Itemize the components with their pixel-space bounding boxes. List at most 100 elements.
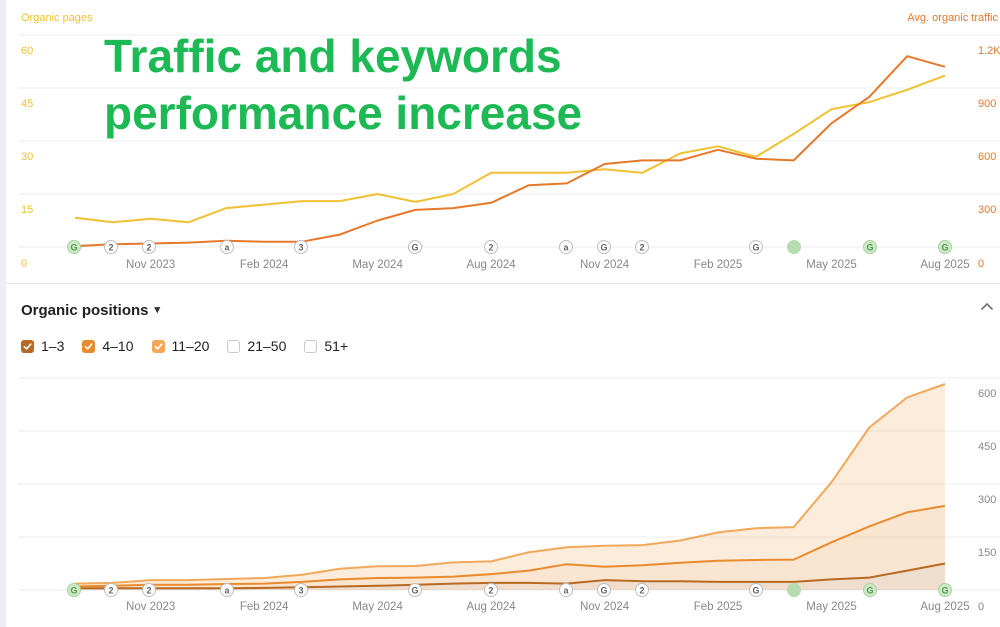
event-marker[interactable] bbox=[938, 583, 952, 597]
event-marker-label: a bbox=[563, 586, 569, 596]
right-tick-label: 600 bbox=[978, 151, 996, 163]
legend-item[interactable]: 21–50 bbox=[227, 338, 286, 354]
checkbox-empty-icon[interactable] bbox=[304, 339, 318, 353]
left-tick-label: 60 bbox=[21, 45, 33, 57]
event-marker[interactable] bbox=[559, 583, 573, 597]
legend-item[interactable]: 11–20 bbox=[151, 338, 210, 354]
event-marker[interactable] bbox=[67, 240, 81, 254]
event-marker-label: G bbox=[411, 586, 418, 596]
x-tick-label: Aug 2025 bbox=[920, 259, 969, 271]
legend-label: 4–10 bbox=[102, 338, 134, 354]
event-marker-label: 2 bbox=[488, 243, 493, 253]
legend-label: 1–3 bbox=[41, 338, 65, 354]
event-marker[interactable] bbox=[220, 240, 234, 254]
section-divider bbox=[6, 283, 1000, 284]
event-marker-label: G bbox=[752, 586, 759, 596]
x-tick-label: May 2025 bbox=[806, 259, 857, 271]
left-tick-label: 30 bbox=[21, 151, 33, 163]
event-marker-label: G bbox=[70, 243, 77, 253]
event-marker[interactable] bbox=[635, 583, 649, 597]
checkbox-checked-icon[interactable] bbox=[82, 339, 96, 353]
x-tick-label: Aug 2024 bbox=[466, 601, 516, 613]
right-tick-label: 1.2K bbox=[978, 45, 1000, 57]
event-marker[interactable] bbox=[294, 240, 308, 254]
event-marker-label: 3 bbox=[298, 243, 303, 253]
event-marker-label: 2 bbox=[639, 243, 644, 253]
event-marker-label: a bbox=[563, 243, 569, 253]
x-tick-label: Feb 2024 bbox=[240, 259, 289, 271]
event-marker-label: G bbox=[752, 243, 759, 253]
event-marker[interactable] bbox=[938, 240, 952, 254]
right-axis-title: Avg. organic traffic bbox=[907, 12, 998, 24]
right-tick-label: 0 bbox=[978, 258, 984, 270]
series-line bbox=[74, 74, 946, 224]
event-marker[interactable] bbox=[749, 583, 763, 597]
headline-line-1: Traffic and keywords bbox=[103, 29, 562, 83]
x-tick-label: Nov 2024 bbox=[580, 601, 630, 613]
right-tick-label: 900 bbox=[978, 98, 996, 110]
event-marker-label: 2 bbox=[108, 243, 113, 253]
event-marker[interactable] bbox=[142, 583, 156, 597]
right-tick-label: 600 bbox=[978, 388, 996, 400]
event-marker-label: a bbox=[224, 586, 230, 596]
legend-label: 11–20 bbox=[171, 338, 210, 354]
event-marker[interactable] bbox=[220, 583, 234, 597]
chevron-down-icon: ▾ bbox=[154, 303, 161, 316]
event-marker-label: 2 bbox=[639, 586, 644, 596]
left-axis-title: Organic pages bbox=[21, 12, 93, 24]
x-tick-label: Nov 2024 bbox=[580, 259, 630, 271]
event-marker[interactable] bbox=[635, 240, 649, 254]
event-marker-label: 2 bbox=[146, 586, 151, 596]
checkbox-checked-icon[interactable] bbox=[21, 339, 34, 353]
event-marker-label: G bbox=[600, 243, 607, 253]
event-marker[interactable] bbox=[408, 240, 422, 254]
legend-label: 21–50 bbox=[247, 338, 287, 354]
organic-positions-toggle[interactable]: Organic positions ▾ bbox=[21, 300, 160, 320]
event-marker-label: G bbox=[411, 243, 418, 253]
series-line bbox=[74, 383, 946, 585]
event-marker[interactable] bbox=[787, 583, 801, 597]
x-tick-label: Feb 2025 bbox=[694, 259, 743, 271]
chevron-up-icon[interactable] bbox=[980, 300, 994, 314]
legend-item[interactable]: 4–10 bbox=[82, 338, 134, 354]
event-marker[interactable] bbox=[597, 240, 611, 254]
event-marker[interactable] bbox=[559, 240, 573, 254]
event-marker[interactable] bbox=[484, 240, 498, 254]
event-marker[interactable] bbox=[863, 583, 877, 597]
right-tick-label: 150 bbox=[978, 547, 996, 559]
event-marker[interactable] bbox=[294, 583, 308, 597]
checkbox-checked-icon[interactable] bbox=[151, 339, 165, 353]
right-tick-label: 300 bbox=[978, 204, 996, 216]
left-tick-label: 0 bbox=[21, 258, 27, 270]
series-area bbox=[75, 563, 945, 590]
event-marker[interactable] bbox=[863, 240, 877, 254]
event-marker[interactable] bbox=[67, 583, 81, 597]
event-marker[interactable] bbox=[408, 583, 422, 597]
series-area bbox=[75, 505, 945, 589]
x-tick-label: May 2024 bbox=[352, 601, 403, 613]
checkbox-empty-icon[interactable] bbox=[227, 339, 241, 353]
event-marker-label: G bbox=[600, 586, 607, 596]
event-marker[interactable] bbox=[484, 583, 498, 597]
event-marker-label: 2 bbox=[108, 586, 113, 596]
event-marker[interactable] bbox=[749, 240, 763, 254]
series-line bbox=[74, 504, 946, 588]
event-marker[interactable] bbox=[142, 240, 156, 254]
event-marker-label: G bbox=[866, 586, 873, 596]
event-marker[interactable] bbox=[104, 583, 118, 597]
event-marker-label: G bbox=[941, 586, 948, 596]
legend-item[interactable]: 1–3 bbox=[21, 338, 64, 354]
event-marker[interactable] bbox=[104, 240, 118, 254]
right-tick-label: 300 bbox=[978, 494, 996, 506]
legend-item[interactable]: 51+ bbox=[304, 338, 348, 354]
left-rail bbox=[0, 0, 6, 627]
event-marker[interactable] bbox=[787, 240, 801, 254]
event-marker-label: G bbox=[866, 243, 873, 253]
traffic-chart: Organic pages Avg. organic traffic0153045… bbox=[18, 12, 1000, 271]
left-tick-label: 15 bbox=[21, 204, 33, 216]
event-marker[interactable] bbox=[597, 583, 611, 597]
x-tick-label: Aug 2025 bbox=[920, 601, 969, 613]
right-tick-label: 0 bbox=[978, 601, 984, 613]
x-tick-label: Feb 2024 bbox=[240, 601, 289, 613]
